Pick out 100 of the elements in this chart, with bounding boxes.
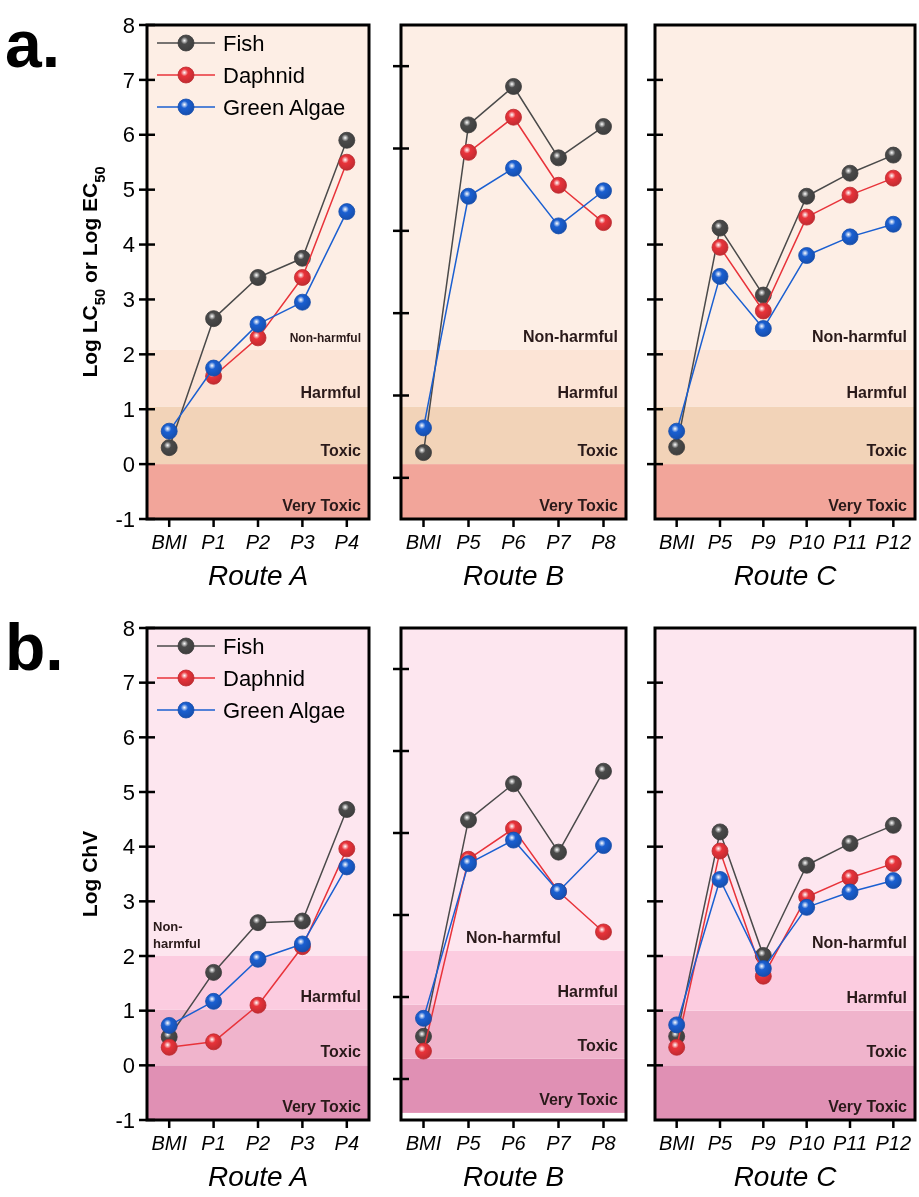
point bbox=[338, 153, 356, 171]
point bbox=[415, 419, 432, 437]
point bbox=[711, 267, 729, 285]
band-label: Toxic bbox=[577, 442, 619, 460]
legend-label: Green Algae bbox=[223, 94, 346, 120]
y-tick-label: -1 bbox=[115, 1107, 135, 1133]
y-axis-title: Log ChV bbox=[78, 830, 101, 918]
point bbox=[550, 843, 567, 861]
x-tick-label: P6 bbox=[501, 531, 527, 553]
point bbox=[249, 914, 267, 932]
x-axis-title: Route A bbox=[207, 1161, 309, 1192]
x-tick-label: P11 bbox=[832, 1132, 868, 1154]
x-tick-label: BMI bbox=[151, 531, 188, 553]
y-tick-label: 5 bbox=[122, 779, 135, 805]
point bbox=[338, 858, 356, 876]
point bbox=[711, 842, 729, 860]
point bbox=[205, 310, 222, 328]
x-tick-label: P5 bbox=[707, 531, 734, 553]
point bbox=[338, 801, 356, 818]
band-label: Non-harmful bbox=[811, 934, 907, 951]
x-axis-title: Route B bbox=[462, 1161, 565, 1192]
point bbox=[460, 143, 477, 161]
x-tick-label: P12 bbox=[875, 531, 912, 553]
y-tick-label: 8 bbox=[122, 615, 135, 641]
point bbox=[550, 176, 567, 194]
x-tick-label: P4 bbox=[334, 531, 360, 553]
band-label: Non-harmful bbox=[522, 327, 618, 345]
point bbox=[160, 422, 178, 440]
y-tick-label: 4 bbox=[122, 232, 135, 258]
x-tick-label: P9 bbox=[751, 1132, 776, 1154]
point bbox=[711, 238, 729, 256]
point bbox=[249, 269, 267, 286]
y-tick-label: 3 bbox=[122, 889, 135, 915]
point bbox=[249, 950, 267, 968]
y-tick-label: 5 bbox=[122, 177, 135, 203]
point bbox=[294, 293, 311, 311]
y-tick-label: 7 bbox=[122, 67, 135, 93]
point bbox=[841, 164, 859, 182]
point bbox=[205, 359, 222, 377]
legend-label: Fish bbox=[223, 633, 265, 659]
y-tick-label: 4 bbox=[122, 834, 135, 860]
band-label: Non-harmful bbox=[465, 928, 562, 946]
point bbox=[884, 855, 902, 873]
point bbox=[754, 286, 772, 304]
point bbox=[754, 960, 772, 977]
band-label: Toxic bbox=[577, 1036, 619, 1054]
point bbox=[294, 912, 311, 930]
band-label: Non-harmful bbox=[289, 330, 361, 345]
point bbox=[205, 964, 222, 981]
x-tick-label: BMI bbox=[658, 531, 695, 553]
x-axis-title: Route C bbox=[733, 560, 838, 591]
legend-label: Green Algae bbox=[223, 697, 346, 723]
x-tick-label: P11 bbox=[832, 531, 868, 553]
point bbox=[505, 78, 522, 95]
x-tick-label: P5 bbox=[456, 1132, 482, 1154]
point bbox=[294, 249, 311, 267]
point bbox=[595, 923, 612, 941]
point bbox=[754, 302, 772, 320]
x-tick-label: BMI bbox=[405, 531, 442, 553]
point bbox=[595, 182, 612, 200]
point bbox=[841, 869, 859, 887]
point bbox=[595, 762, 612, 780]
x-tick-label: BMI bbox=[151, 1132, 188, 1154]
band-label: Harmful bbox=[846, 988, 907, 1006]
point bbox=[711, 871, 729, 888]
point bbox=[160, 439, 178, 457]
band-label: Very Toxic bbox=[828, 1098, 908, 1115]
x-tick-label: P1 bbox=[201, 1132, 226, 1154]
band-label: Toxic bbox=[866, 442, 908, 460]
x-axis-title: Route B bbox=[462, 560, 565, 591]
point bbox=[460, 811, 477, 829]
x-tick-label: P8 bbox=[591, 531, 616, 553]
point bbox=[205, 992, 222, 1010]
point bbox=[415, 444, 432, 461]
point bbox=[798, 187, 816, 205]
x-tick-label: P10 bbox=[788, 531, 825, 553]
band-label: Very Toxic bbox=[282, 1098, 362, 1115]
x-tick-label: P8 bbox=[591, 1132, 616, 1154]
band-label: Harmful bbox=[300, 987, 361, 1005]
point bbox=[249, 329, 267, 347]
point bbox=[841, 883, 859, 901]
point bbox=[884, 146, 902, 164]
y-tick-label: 0 bbox=[122, 451, 135, 477]
band-label: Non-harmful bbox=[153, 919, 201, 951]
point bbox=[711, 823, 729, 841]
y-tick-label: 1 bbox=[122, 998, 135, 1024]
band-label: Harmful bbox=[557, 384, 618, 402]
point bbox=[338, 840, 356, 858]
x-tick-label: P7 bbox=[546, 531, 572, 553]
point bbox=[754, 320, 772, 337]
y-tick-label: 7 bbox=[122, 670, 135, 696]
x-tick-label: P5 bbox=[456, 531, 482, 553]
point bbox=[884, 816, 902, 834]
x-tick-label: P1 bbox=[201, 531, 226, 553]
x-tick-label: P5 bbox=[707, 1132, 734, 1154]
x-tick-label: P3 bbox=[290, 1132, 315, 1154]
y-tick-label: 0 bbox=[122, 1053, 135, 1079]
point bbox=[884, 215, 902, 233]
y-tick-label: 6 bbox=[122, 725, 135, 751]
y-tick-label: 8 bbox=[122, 12, 135, 38]
